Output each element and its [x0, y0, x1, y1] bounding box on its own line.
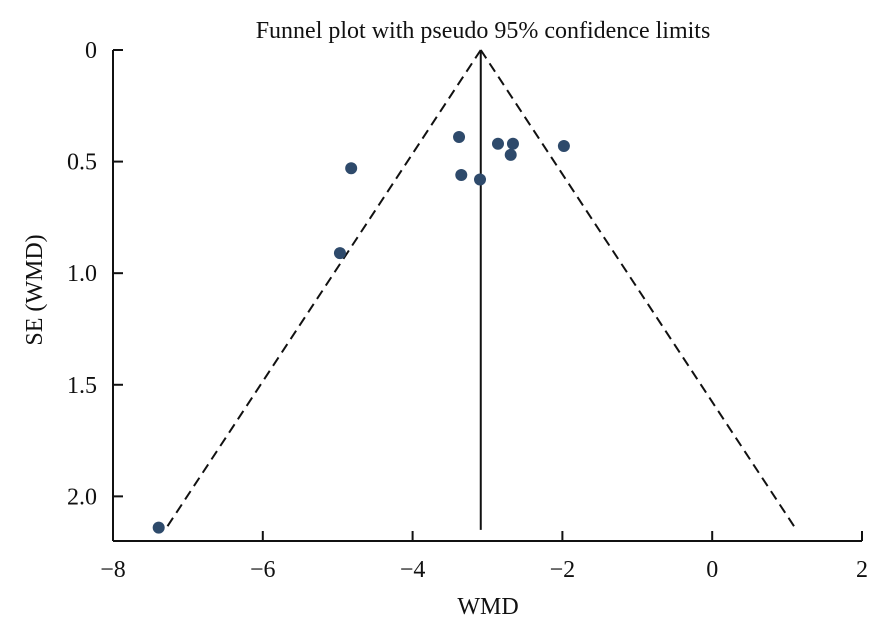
chart-title: Funnel plot with pseudo 95% confidence l… [256, 18, 711, 44]
lower-confidence-limit [164, 49, 482, 531]
y-tick-label: 0 [85, 38, 97, 64]
x-tick-label: −4 [400, 557, 426, 583]
y-ticks: 0 0.5 1.0 1.5 2.0 [67, 38, 123, 510]
y-tick-label: 1.5 [67, 373, 97, 399]
study-point [345, 162, 358, 175]
y-tick-label: 1.0 [67, 261, 97, 287]
data-points [152, 131, 570, 534]
axes [112, 50, 862, 542]
study-point [491, 137, 504, 150]
study-point [504, 148, 517, 161]
x-tick-label: −6 [250, 557, 276, 583]
x-tick-label: 0 [706, 557, 718, 583]
y-axis-label: SE (WMD) [22, 234, 48, 345]
study-point [506, 137, 519, 150]
study-point [333, 247, 346, 260]
study-point [455, 168, 468, 181]
y-tick-label: 0.5 [67, 150, 97, 176]
x-axis-label: WMD [457, 594, 518, 620]
study-point [152, 521, 165, 534]
funnel-lines [164, 49, 798, 531]
x-ticks: −8 −6 −4 −2 0 2 [100, 531, 868, 583]
upper-confidence-limit [479, 49, 798, 531]
x-tick-label: 2 [856, 557, 868, 583]
y-tick-label: 2.0 [67, 484, 97, 510]
study-point [557, 139, 570, 152]
x-tick-label: −2 [550, 557, 576, 583]
x-tick-label: −8 [100, 557, 126, 583]
study-point [453, 131, 466, 144]
study-point [474, 173, 487, 186]
